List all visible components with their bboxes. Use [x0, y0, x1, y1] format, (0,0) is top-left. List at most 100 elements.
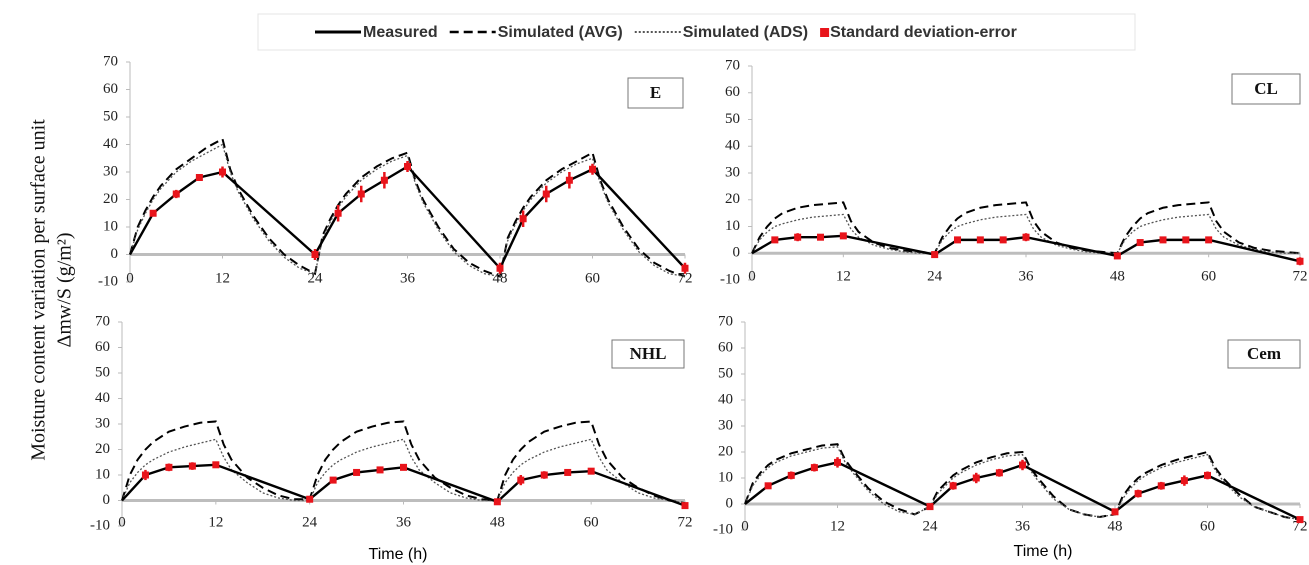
x-axis-label: Time (h) [369, 546, 428, 563]
error-bar [311, 249, 319, 260]
error-marker [329, 476, 337, 484]
series-line [751, 213, 1300, 254]
error-bar [976, 236, 984, 244]
error-bar [999, 236, 1007, 244]
x-tick-label: 36 [396, 514, 412, 530]
error-marker [565, 176, 573, 184]
y-tick-label: 60 [103, 81, 118, 97]
error-marker [954, 236, 961, 244]
x-tick-label: 0 [118, 514, 126, 530]
y-tick-label: 0 [111, 246, 119, 262]
y-tick-label: 0 [733, 245, 741, 261]
x-tick-label: 60 [1200, 518, 1215, 534]
y-tick-label: 30 [95, 415, 110, 431]
series-line [128, 164, 686, 271]
error-bar [188, 462, 196, 470]
x-tick-label: 0 [748, 268, 756, 284]
error-marker [517, 476, 525, 484]
x-tick-label: 12 [208, 514, 223, 530]
error-marker [1111, 508, 1119, 516]
error-bar [1157, 481, 1165, 490]
error-bar [1134, 489, 1142, 498]
error-marker [376, 466, 384, 474]
error-bar [787, 471, 795, 480]
error-marker [1296, 516, 1304, 524]
series-line [129, 143, 686, 278]
error-bar [972, 472, 980, 484]
y-tick-label: 50 [95, 364, 110, 380]
panel-label: Cem [1247, 344, 1281, 363]
series-line [121, 438, 686, 504]
error-marker [149, 209, 157, 217]
error-marker [1136, 239, 1144, 247]
x-tick-label: 12 [830, 518, 845, 534]
y-tick-label: 40 [95, 390, 110, 406]
series-line [121, 420, 686, 505]
y-tick-label: 20 [725, 191, 740, 207]
error-marker [334, 209, 342, 217]
y-tick-label: -10 [90, 517, 110, 533]
error-marker [949, 482, 957, 490]
y-tick-label: 70 [718, 313, 733, 329]
y-tick-label: 20 [103, 191, 118, 207]
x-tick-label: 24 [308, 270, 324, 286]
error-bar [834, 457, 841, 468]
series-line [744, 446, 1301, 521]
y-tick-label: 70 [725, 57, 740, 73]
error-bar [1182, 236, 1190, 244]
error-bar [1180, 475, 1188, 486]
error-bar [380, 172, 388, 189]
error-bar [376, 466, 384, 474]
error-marker [493, 498, 501, 506]
panel-label: CL [1254, 79, 1278, 98]
x-tick-label: 36 [400, 270, 416, 286]
error-bar [810, 463, 818, 472]
error-bar [517, 475, 525, 486]
error-bar [565, 172, 573, 189]
error-marker [1113, 252, 1121, 260]
error-bar [306, 495, 314, 503]
error-bar [589, 163, 596, 175]
x-axis-label: Time (h) [1014, 543, 1073, 560]
error-marker [589, 165, 596, 173]
legend-label: Simulated (AVG) [498, 24, 623, 41]
series-line [744, 443, 1301, 521]
error-marker [794, 233, 802, 241]
y-tick-label: 60 [718, 339, 733, 355]
error-marker [540, 471, 548, 479]
panel-label: E [650, 83, 661, 102]
error-marker [311, 251, 319, 258]
error-marker [681, 502, 689, 510]
y-tick-label: 50 [725, 111, 740, 127]
error-marker [519, 215, 527, 223]
y-tick-label: 30 [103, 163, 118, 179]
x-tick-label: 48 [1110, 268, 1125, 284]
y-tick-label: 40 [718, 391, 733, 407]
error-bar [172, 189, 180, 199]
y-axis-label: Δmw/S (g/m²) [54, 233, 76, 348]
x-tick-label: 72 [678, 514, 693, 530]
error-bar [764, 482, 772, 490]
error-bar [817, 233, 824, 241]
error-marker [926, 503, 934, 511]
error-marker [834, 458, 841, 466]
x-tick-label: 0 [126, 270, 134, 286]
error-marker [764, 482, 772, 490]
y-tick-label: 0 [726, 495, 734, 511]
y-tick-label: 50 [103, 108, 118, 124]
error-bar [995, 468, 1003, 477]
error-bar [195, 174, 203, 181]
error-bar [334, 205, 342, 222]
error-bar [587, 467, 595, 475]
error-marker [1180, 477, 1188, 485]
y-tick-label: 40 [725, 138, 740, 154]
error-marker [564, 468, 572, 476]
legend-label: Measured [363, 24, 438, 41]
error-marker [1134, 490, 1142, 498]
error-marker [787, 471, 795, 479]
error-bar [1159, 236, 1167, 244]
y-tick-label: 50 [718, 365, 733, 381]
error-marker [999, 236, 1007, 244]
error-bar [1205, 236, 1213, 244]
